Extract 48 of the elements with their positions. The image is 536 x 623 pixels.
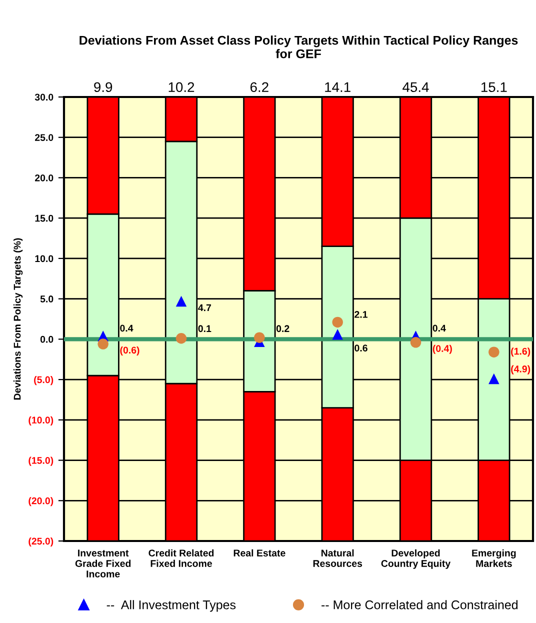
text: 6.2 bbox=[250, 82, 268, 92]
x-tick-label: Natural Resources bbox=[313, 549, 362, 567]
y-tick-label: 10.0 bbox=[35, 255, 54, 262]
legend-label: -- All Investment Types bbox=[106, 600, 236, 612]
x-tick-label: Investment Grade Fixed Income bbox=[75, 550, 131, 578]
point bbox=[488, 346, 500, 358]
text: 45.4 bbox=[402, 82, 429, 92]
text: 14.1 bbox=[325, 82, 350, 92]
x-tick-label: Developed Country Equity bbox=[381, 549, 451, 569]
point bbox=[332, 328, 343, 340]
y-tick-label: (25.0) bbox=[28, 537, 54, 547]
data-label: 0.4 bbox=[120, 324, 134, 332]
data-label: 0.2 bbox=[276, 325, 290, 332]
y-tick-label: (10.0) bbox=[28, 416, 54, 426]
legend-label: -- More Correlated and Constrained bbox=[322, 600, 518, 610]
y-tick-label: 5.0 bbox=[40, 296, 54, 302]
point bbox=[176, 332, 187, 344]
y-tick-label: (20.0) bbox=[28, 497, 54, 506]
point bbox=[332, 316, 343, 328]
text: 15.1 bbox=[481, 82, 507, 92]
data-label: 0.6 bbox=[354, 344, 368, 352]
data-label: (0.4) bbox=[432, 344, 452, 354]
text: 10.2 bbox=[168, 82, 194, 92]
x-tick-label: Emerging Markets bbox=[472, 549, 516, 567]
y-tick-label: 20.0 bbox=[35, 174, 54, 182]
y-tick-label: (15.0) bbox=[28, 456, 54, 466]
point bbox=[488, 373, 500, 384]
data-label: (0.6) bbox=[120, 346, 140, 356]
data-label: 0.1 bbox=[198, 325, 212, 332]
data-label: 0.4 bbox=[432, 324, 446, 332]
y-tick-label: (5.0) bbox=[34, 376, 54, 386]
data-label: 4.7 bbox=[198, 304, 212, 312]
point bbox=[176, 296, 187, 307]
data-label: (4.9) bbox=[511, 365, 530, 374]
y-tick-label: 0.0 bbox=[40, 336, 54, 343]
y-tick-label: 25.0 bbox=[35, 134, 54, 141]
point bbox=[254, 332, 265, 343]
x-tick-label: Real Estate bbox=[234, 549, 286, 556]
data-label: (1.6) bbox=[511, 348, 530, 357]
point bbox=[410, 337, 422, 348]
x-tick-label: Credit Related Fixed Income bbox=[148, 549, 214, 567]
text: 9.9 bbox=[94, 82, 112, 92]
point bbox=[98, 338, 108, 350]
y-tick-label: 15.0 bbox=[35, 214, 54, 222]
data-label: 2.1 bbox=[354, 311, 368, 318]
chart-title: Deviations From Asset Class Policy Targets Within Tactical Policy Ranges for GEF bbox=[80, 36, 518, 58]
y-axis-title: Deviations From Policy Targets (%) bbox=[14, 238, 23, 400]
y-tick-label: 30.0 bbox=[34, 94, 54, 101]
